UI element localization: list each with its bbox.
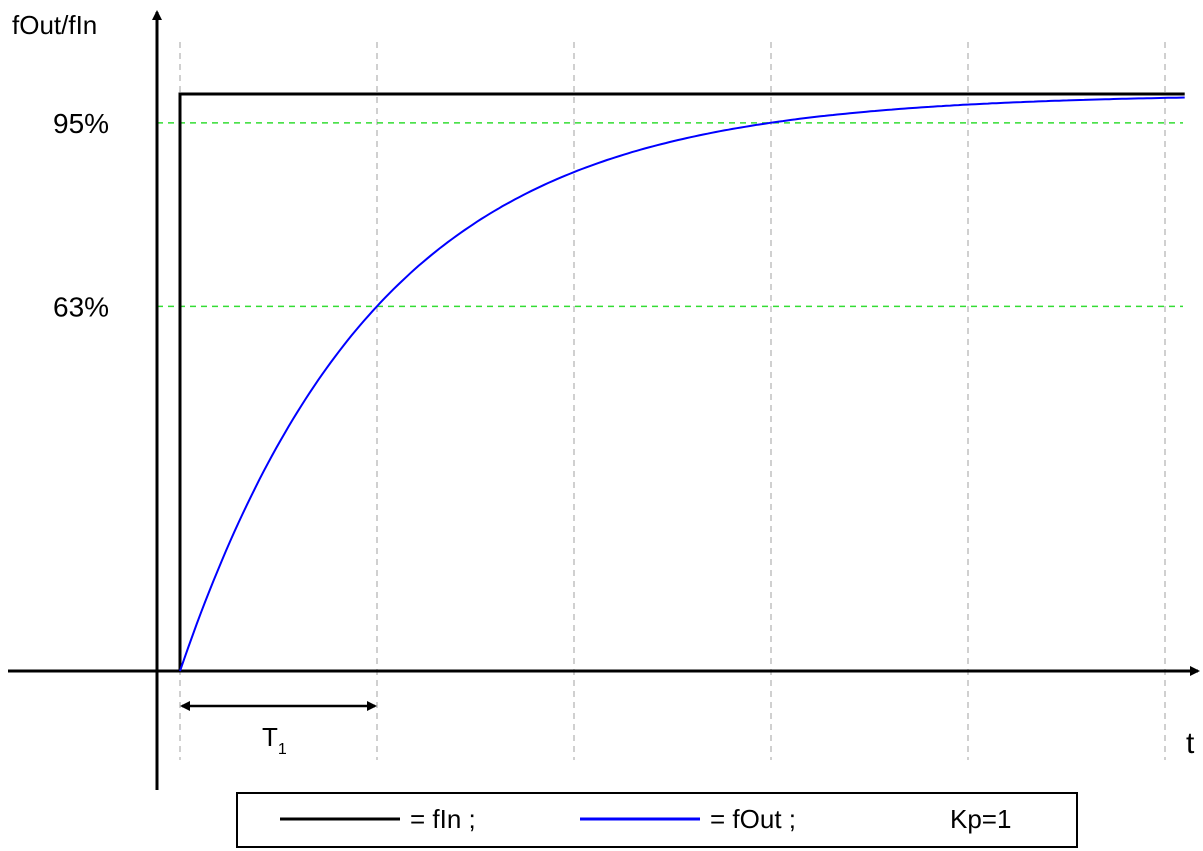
vertical-gridlines [179,42,1166,760]
y-axis-label: fOut/fIn [12,10,97,40]
t1-label-subscript: 1 [278,741,287,758]
legend-content: = fIn ; = fOut ; Kp=1 [280,804,1011,834]
legend-note-kp: Kp=1 [950,804,1011,834]
y-tick-label-95pct: 95% [53,108,109,139]
legend-label-fin: = fIn ; [410,804,476,834]
series [178,92,1185,672]
t1-label-main: T [262,722,278,752]
reference-lines [157,122,1183,308]
fin-step-line [178,92,1185,671]
step-response-chart: fOut/fIn t T1 63% 95% [8,10,1200,790]
fout-response-curve [179,96,1185,672]
y-tick-label-63pct: 63% [53,291,109,322]
axes [8,10,1200,790]
x-axis-label: t [1186,727,1195,760]
legend-box: = fIn ; = fOut ; Kp=1 [236,792,1078,848]
t1-label: T1 [262,722,287,758]
legend-label-fout: = fOut ; [710,804,796,834]
axis-labels: fOut/fIn t T1 63% 95% [12,10,1195,760]
